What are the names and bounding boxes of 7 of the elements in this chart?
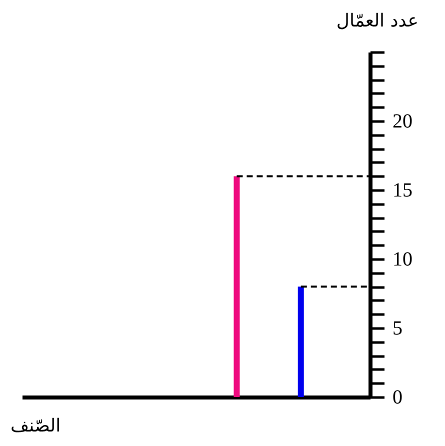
- y-tick-label: 15: [392, 180, 412, 202]
- y-tick-label: 20: [392, 110, 412, 132]
- y-axis-title: عدد العمّال: [336, 10, 418, 32]
- y-tick-label: 5: [392, 318, 402, 340]
- y-tick-label: 0: [392, 386, 402, 408]
- x-axis-title: الصّنف: [10, 416, 61, 436]
- y-tick-label: 10: [392, 248, 412, 270]
